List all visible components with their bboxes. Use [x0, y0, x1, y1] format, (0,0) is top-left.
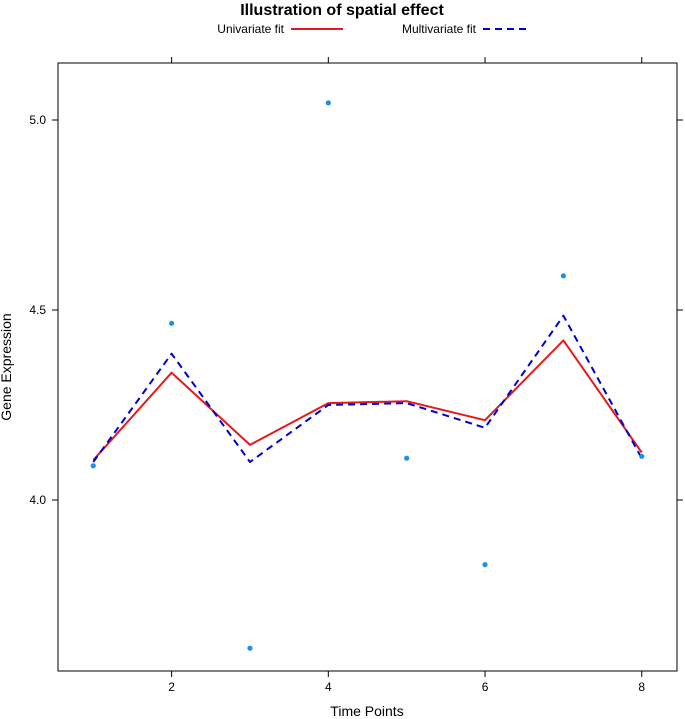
series-line-multivariate-fit [92, 314, 643, 463]
y-axis-label: Gene Expression [0, 313, 14, 420]
x-tick-label: 6 [482, 680, 489, 694]
y-tick-label: 4.5 [29, 303, 46, 317]
legend: Univariate fit Multivariate fit [217, 22, 530, 36]
data-point [247, 645, 253, 651]
data-point [325, 100, 331, 106]
x-axis-label: Time Points [330, 703, 403, 719]
data-point [639, 453, 645, 459]
series-line-univariate-fit [92, 339, 643, 461]
legend-label-multivariate: Multivariate fit [402, 22, 477, 36]
x-axis: 2 4 6 8 [168, 57, 645, 694]
data-point [482, 562, 488, 568]
data-point [404, 455, 410, 461]
y-tick-label: 5.0 [29, 113, 46, 127]
series-layer [92, 314, 643, 463]
y-axis: 4.0 4.5 5.0 [29, 113, 683, 507]
points-layer [90, 100, 645, 651]
plot-frame [57, 62, 678, 672]
legend-label-univariate: Univariate fit [217, 22, 284, 36]
x-tick-label: 4 [325, 680, 332, 694]
y-tick-label: 4.0 [29, 493, 46, 507]
x-tick-label: 8 [638, 680, 645, 694]
data-point [90, 463, 96, 469]
chart-title: Illustration of spatial effect [240, 2, 444, 19]
x-tick-label: 2 [168, 680, 175, 694]
data-point [169, 320, 175, 326]
data-point [560, 273, 566, 279]
